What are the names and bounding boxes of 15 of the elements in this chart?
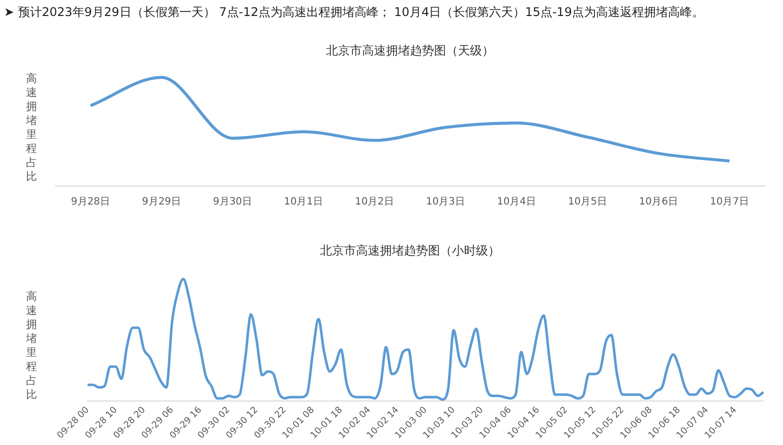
y-axis-title: 高速拥堵里程占比 xyxy=(26,72,38,184)
x-tick-label: 10月7日 xyxy=(710,196,750,208)
y-axis-title: 高速拥堵里程占比 xyxy=(26,290,38,402)
x-tick-label: 10月2日 xyxy=(354,196,394,208)
chart-title: 北京市高速拥堵趋势图（小时级） xyxy=(320,243,500,258)
x-tick-label: 9月29日 xyxy=(142,196,182,208)
text: ➤ 预计2023年9月29日（长假第一天） 7点-12点为高速出程拥堵高峰； 10月4日（长假第六天）15点-19点为高速返程拥堵高峰。 xyxy=(4,4,704,21)
x-tick-label: 10月5日 xyxy=(568,196,608,208)
x-tick-label: 10月3日 xyxy=(426,196,466,208)
x-tick-label: 9月28日 xyxy=(70,196,110,208)
x-tick-label: 10月4日 xyxy=(496,196,536,208)
x-tick-label: 10月1日 xyxy=(284,196,324,208)
chart-title: 北京市高速拥堵趋势图（天级） xyxy=(326,43,494,58)
x-tick-label: 9月30日 xyxy=(212,196,252,208)
x-tick-label: 10月6日 xyxy=(638,196,678,208)
